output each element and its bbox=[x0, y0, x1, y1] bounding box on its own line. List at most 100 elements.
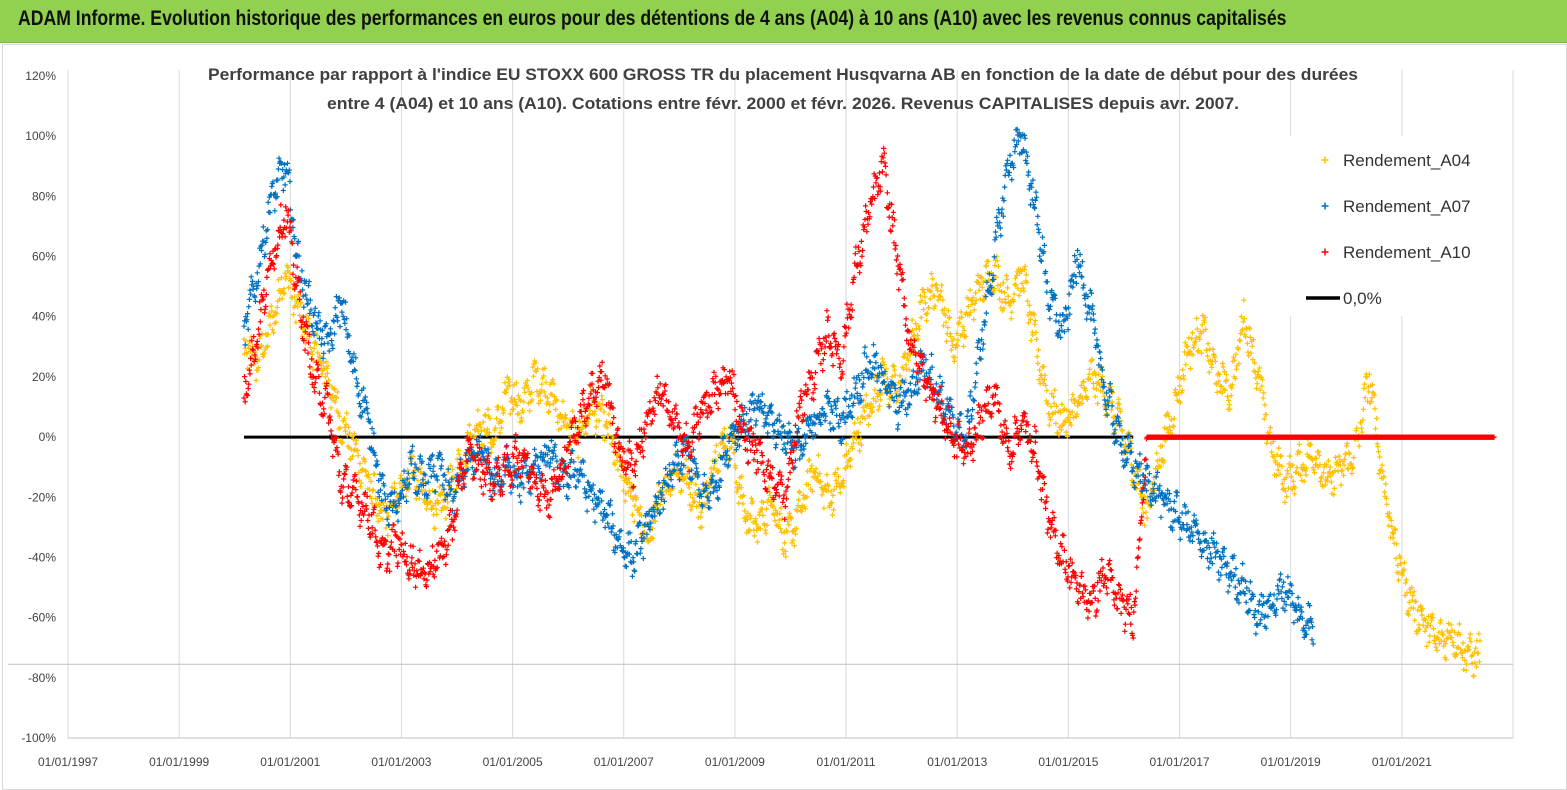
scatter-point-rendement_a04 bbox=[733, 479, 739, 486]
scatter-point-rendement_a07 bbox=[631, 559, 637, 565]
scatter-point-rendement_a04 bbox=[690, 499, 696, 505]
scatter-point-rendement_a04 bbox=[1064, 433, 1070, 440]
scatter-point-rendement_a04 bbox=[516, 411, 522, 417]
scatter-point-rendement_a04 bbox=[1221, 369, 1227, 375]
scatter-point-rendement_a07 bbox=[991, 254, 997, 260]
scatter-point-rendement_a10 bbox=[799, 397, 805, 403]
scatter-point-rendement_a07 bbox=[648, 520, 654, 526]
scatter-point-rendement_a04 bbox=[1325, 474, 1331, 480]
scatter-point-rendement_a07 bbox=[861, 350, 867, 356]
scatter-point-rendement_a04 bbox=[784, 529, 790, 535]
scatter-point-rendement_a04 bbox=[1119, 427, 1125, 433]
scatter-point-rendement_a10 bbox=[376, 564, 382, 570]
scatter-point-rendement_a10 bbox=[704, 414, 710, 420]
scatter-point-rendement_a04 bbox=[1263, 412, 1269, 418]
scatter-point-rendement_a07 bbox=[1236, 581, 1243, 587]
scatter-point-rendement_a04 bbox=[743, 513, 749, 520]
scatter-point-rendement_a10 bbox=[429, 543, 436, 549]
scatter-point-rendement_a04 bbox=[335, 410, 341, 416]
scatter-point-rendement_a10 bbox=[579, 390, 585, 396]
scatter-point-rendement_a07 bbox=[707, 505, 713, 511]
scatter-point-rendement_a04 bbox=[752, 518, 758, 524]
scatter-point-rendement_a04 bbox=[1284, 494, 1290, 500]
page-title: ADAM Informe. Evolution historique des p… bbox=[18, 7, 1287, 30]
scatter-point-rendement_a07 bbox=[532, 446, 538, 452]
scatter-point-rendement_a04 bbox=[960, 324, 966, 330]
y-tick-label: 40% bbox=[32, 310, 56, 324]
scatter-point-rendement_a04 bbox=[950, 342, 956, 348]
scatter-point-rendement_a04 bbox=[973, 297, 979, 303]
scatter-point-rendement_a04 bbox=[903, 362, 909, 368]
scatter-point-rendement_a07 bbox=[1172, 518, 1178, 524]
scatter-point-rendement_a04 bbox=[1344, 440, 1350, 447]
scatter-point-rendement_a07 bbox=[429, 452, 436, 458]
scatter-point-rendement_a07 bbox=[272, 208, 278, 214]
scatter-point-rendement_a04 bbox=[1426, 639, 1432, 645]
scatter-point-rendement_a04 bbox=[832, 470, 838, 476]
scatter-point-rendement_a07 bbox=[339, 309, 345, 315]
scatter-point-rendement_a04 bbox=[1074, 411, 1080, 417]
scatter-point-rendement_a07 bbox=[296, 253, 302, 259]
scatter-point-rendement_a04 bbox=[1391, 540, 1397, 546]
scatter-point-rendement_a04 bbox=[906, 367, 912, 373]
scatter-point-rendement_a10 bbox=[899, 270, 906, 276]
scatter-point-rendement_a04 bbox=[1438, 617, 1444, 623]
scatter-point-rendement_a10 bbox=[753, 442, 759, 448]
scatter-point-rendement_a04 bbox=[870, 396, 877, 402]
scatter-point-rendement_a04 bbox=[788, 516, 794, 522]
scatter-point-rendement_a07 bbox=[447, 491, 453, 497]
scatter-point-rendement_a04 bbox=[244, 351, 250, 357]
scatter-point-rendement_a07 bbox=[1271, 592, 1277, 598]
scatter-point-rendement_a04 bbox=[1051, 400, 1057, 406]
scatter-point-rendement_a10 bbox=[919, 351, 925, 357]
x-tick-label: 01/01/2021 bbox=[1372, 755, 1432, 769]
scatter-point-rendement_a10 bbox=[245, 392, 251, 399]
scatter-point-rendement_a07 bbox=[1301, 625, 1307, 631]
scatter-point-rendement_a10 bbox=[357, 523, 363, 529]
scatter-point-rendement_a10 bbox=[454, 507, 460, 513]
scatter-point-rendement_a10 bbox=[791, 448, 797, 454]
scatter-point-rendement_a10 bbox=[672, 406, 678, 412]
scatter-point-rendement_a07 bbox=[337, 324, 343, 330]
scatter-point-rendement_a07 bbox=[986, 287, 992, 293]
scatter-point-rendement_a07 bbox=[374, 461, 381, 467]
scatter-point-rendement_a04 bbox=[840, 478, 846, 484]
scatter-point-rendement_a04 bbox=[389, 484, 395, 490]
scatter-point-rendement_a04 bbox=[998, 289, 1005, 295]
scatter-point-rendement_a07 bbox=[272, 190, 278, 196]
scatter-point-rendement_a04 bbox=[846, 448, 852, 454]
scatter-point-rendement_a07 bbox=[519, 470, 526, 476]
scatter-point-rendement_a04 bbox=[1177, 383, 1183, 389]
scatter-point-rendement_a10 bbox=[592, 398, 598, 404]
scatter-point-rendement_a07 bbox=[584, 508, 590, 514]
scatter-point-rendement_a10 bbox=[395, 560, 401, 566]
scatter-point-rendement_a07 bbox=[988, 285, 994, 291]
scatter-point-rendement_a04 bbox=[348, 456, 354, 462]
scatter-point-rendement_a10 bbox=[864, 229, 870, 235]
scatter-point-rendement_a04 bbox=[942, 306, 948, 312]
scatter-point-rendement_a07 bbox=[1279, 595, 1285, 602]
scatter-point-rendement_a04 bbox=[928, 289, 934, 295]
scatter-point-rendement_a07 bbox=[1146, 479, 1152, 485]
scatter-point-rendement_a04 bbox=[997, 282, 1003, 288]
scatter-point-rendement_a10 bbox=[857, 270, 863, 276]
x-tick-label: 01/01/2001 bbox=[260, 755, 320, 769]
scatter-point-rendement_a10 bbox=[763, 467, 770, 473]
scatter-point-rendement_a04 bbox=[1058, 427, 1064, 433]
scatter-point-rendement_a10 bbox=[404, 554, 410, 560]
scatter-point-rendement_a04 bbox=[498, 425, 504, 431]
scatter-point-rendement_a10 bbox=[353, 478, 359, 484]
scatter-point-rendement_a07 bbox=[1031, 204, 1037, 210]
scatter-point-rendement_a04 bbox=[716, 468, 722, 474]
scatter-point-rendement_a10 bbox=[732, 407, 738, 413]
scatter-point-rendement_a10 bbox=[281, 217, 287, 223]
scatter-point-rendement_a04 bbox=[292, 294, 298, 300]
scatter-point-rendement_a07 bbox=[445, 466, 451, 472]
scatter-point-rendement_a10 bbox=[663, 381, 669, 388]
scatter-point-rendement_a10 bbox=[779, 473, 785, 479]
scatter-point-rendement_a07 bbox=[698, 493, 704, 500]
scatter-point-rendement_a07 bbox=[1244, 585, 1250, 591]
scatter-point-rendement_a04 bbox=[1185, 344, 1191, 350]
scatter-point-rendement_a07 bbox=[1081, 282, 1087, 288]
scatter-point-rendement_a07 bbox=[1278, 571, 1284, 577]
